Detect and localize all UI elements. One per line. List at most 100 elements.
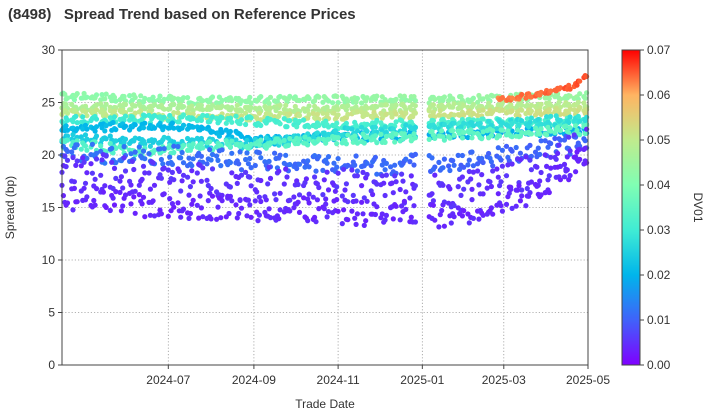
data-point bbox=[528, 115, 535, 121]
data-point bbox=[238, 172, 245, 178]
data-point bbox=[248, 100, 254, 106]
data-point bbox=[198, 153, 204, 159]
data-point bbox=[171, 177, 177, 183]
data-point bbox=[64, 137, 71, 143]
data-point bbox=[567, 114, 573, 120]
data-point bbox=[334, 120, 340, 126]
data-point bbox=[147, 212, 153, 218]
y-tick-label: 25 bbox=[42, 96, 56, 110]
data-point bbox=[528, 167, 535, 173]
data-point bbox=[93, 107, 100, 113]
data-point bbox=[132, 103, 138, 109]
data-point bbox=[247, 94, 253, 100]
data-point bbox=[92, 202, 98, 208]
data-point bbox=[200, 125, 206, 131]
data-point bbox=[354, 173, 360, 179]
data-point bbox=[80, 114, 86, 120]
data-point bbox=[455, 184, 461, 190]
data-point bbox=[451, 120, 457, 126]
data-point bbox=[247, 202, 253, 208]
data-point bbox=[121, 144, 127, 150]
data-point bbox=[256, 110, 262, 116]
data-point bbox=[330, 100, 336, 106]
data-point bbox=[480, 107, 486, 113]
data-point bbox=[321, 177, 327, 183]
data-point bbox=[582, 95, 588, 101]
data-point bbox=[408, 173, 414, 179]
data-point bbox=[313, 168, 319, 174]
data-point bbox=[227, 115, 233, 121]
data-point bbox=[284, 124, 290, 130]
data-point bbox=[524, 185, 530, 192]
data-point bbox=[411, 162, 417, 168]
data-point bbox=[342, 187, 348, 193]
data-point bbox=[256, 142, 262, 148]
data-point bbox=[548, 102, 554, 109]
data-point bbox=[343, 181, 349, 187]
data-point bbox=[320, 192, 326, 198]
data-point bbox=[176, 119, 182, 125]
data-point bbox=[503, 173, 510, 179]
data-point bbox=[247, 155, 253, 162]
data-point bbox=[412, 124, 418, 130]
data-point bbox=[118, 208, 124, 214]
data-point bbox=[73, 113, 79, 119]
data-point bbox=[277, 121, 283, 127]
data-point bbox=[441, 223, 447, 229]
data-point bbox=[403, 110, 409, 116]
data-point bbox=[505, 194, 511, 200]
data-point bbox=[200, 107, 206, 113]
data-point bbox=[527, 142, 533, 148]
data-point bbox=[248, 115, 254, 121]
data-point bbox=[538, 126, 544, 132]
data-point bbox=[167, 154, 173, 160]
data-point bbox=[190, 197, 196, 203]
data-point bbox=[200, 98, 206, 104]
data-point bbox=[223, 120, 229, 126]
data-point bbox=[479, 136, 485, 142]
data-point bbox=[324, 214, 330, 220]
data-point bbox=[345, 98, 351, 104]
data-point bbox=[171, 204, 177, 210]
data-point bbox=[499, 163, 505, 169]
data-point bbox=[450, 128, 456, 134]
data-point bbox=[276, 216, 282, 222]
data-point bbox=[459, 135, 465, 141]
data-point bbox=[527, 119, 533, 125]
data-point bbox=[226, 210, 232, 217]
data-point bbox=[516, 122, 522, 128]
data-point bbox=[150, 160, 156, 166]
data-point bbox=[287, 135, 293, 142]
data-point bbox=[411, 203, 417, 209]
data-point bbox=[93, 102, 100, 108]
data-point bbox=[546, 106, 552, 113]
data-point bbox=[82, 132, 89, 138]
data-point bbox=[484, 185, 490, 191]
data-point bbox=[497, 183, 503, 189]
data-point bbox=[219, 198, 225, 204]
data-point bbox=[189, 168, 195, 174]
data-point bbox=[139, 116, 145, 122]
data-point bbox=[470, 101, 476, 108]
data-point bbox=[546, 173, 552, 179]
data-point bbox=[248, 183, 254, 189]
data-point bbox=[84, 155, 90, 161]
data-point bbox=[81, 90, 87, 97]
data-point bbox=[490, 168, 496, 174]
data-point bbox=[161, 114, 167, 120]
data-point bbox=[546, 189, 552, 196]
data-point bbox=[62, 91, 68, 97]
data-point bbox=[397, 217, 403, 223]
data-point bbox=[457, 166, 463, 172]
data-point bbox=[535, 145, 541, 151]
data-point bbox=[432, 114, 438, 120]
data-point bbox=[577, 132, 583, 138]
data-point bbox=[383, 212, 389, 218]
data-point bbox=[305, 196, 311, 202]
data-point bbox=[542, 138, 548, 144]
data-point bbox=[432, 124, 438, 130]
data-point bbox=[287, 208, 293, 214]
colorbar-tick-label: 0.06 bbox=[647, 88, 671, 102]
data-point bbox=[122, 192, 129, 198]
